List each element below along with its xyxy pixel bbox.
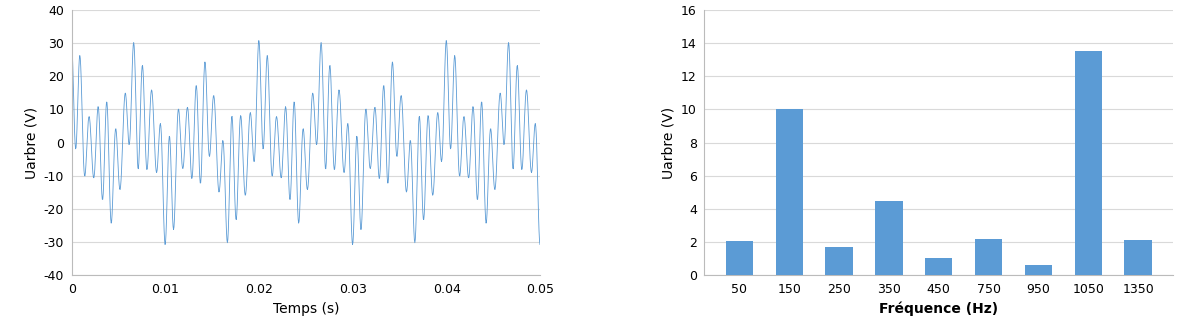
Bar: [1075, 51, 1102, 275]
Bar: [776, 110, 803, 275]
Bar: [974, 239, 1002, 275]
X-axis label: Fréquence (Hz): Fréquence (Hz): [879, 302, 998, 316]
Y-axis label: Uarbre (V): Uarbre (V): [24, 107, 38, 179]
Bar: [875, 201, 903, 275]
X-axis label: Temps (s): Temps (s): [273, 302, 340, 316]
Bar: [1025, 265, 1052, 275]
Bar: [725, 240, 753, 275]
Bar: [1124, 240, 1152, 275]
Y-axis label: Uarbre (V): Uarbre (V): [662, 107, 675, 179]
Bar: [925, 258, 953, 275]
Bar: [826, 247, 852, 275]
